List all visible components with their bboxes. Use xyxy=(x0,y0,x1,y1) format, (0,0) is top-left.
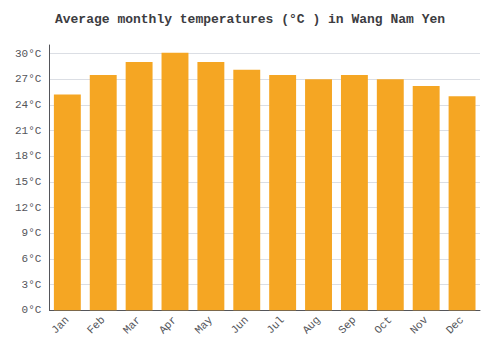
svg-text:Sep: Sep xyxy=(336,314,358,336)
svg-text:Nov: Nov xyxy=(408,314,431,337)
svg-text:Aug: Aug xyxy=(300,314,322,336)
svg-text:15°C: 15°C xyxy=(15,176,42,188)
svg-text:9°C: 9°C xyxy=(22,227,42,239)
svg-text:3°C: 3°C xyxy=(22,279,42,291)
svg-text:Mar: Mar xyxy=(121,314,143,336)
svg-text:Average monthly temperatures (: Average monthly temperatures (°C ) in Wa… xyxy=(55,12,445,27)
svg-text:27°C: 27°C xyxy=(15,73,42,85)
svg-text:6°C: 6°C xyxy=(22,253,42,265)
svg-text:Oct: Oct xyxy=(372,314,394,336)
svg-text:21°C: 21°C xyxy=(15,125,42,137)
svg-text:Apr: Apr xyxy=(157,314,179,336)
svg-text:Dec: Dec xyxy=(444,314,466,336)
svg-text:12°C: 12°C xyxy=(15,202,42,214)
svg-text:0°C: 0°C xyxy=(22,304,42,316)
svg-text:Feb: Feb xyxy=(85,314,107,336)
svg-text:Jun: Jun xyxy=(229,314,251,336)
svg-text:24°C: 24°C xyxy=(15,99,42,111)
svg-text:18°C: 18°C xyxy=(15,150,42,162)
svg-text:May: May xyxy=(193,314,216,337)
svg-text:Jul: Jul xyxy=(264,314,286,336)
svg-text:Jan: Jan xyxy=(49,314,71,336)
svg-text:30°C: 30°C xyxy=(15,48,42,60)
